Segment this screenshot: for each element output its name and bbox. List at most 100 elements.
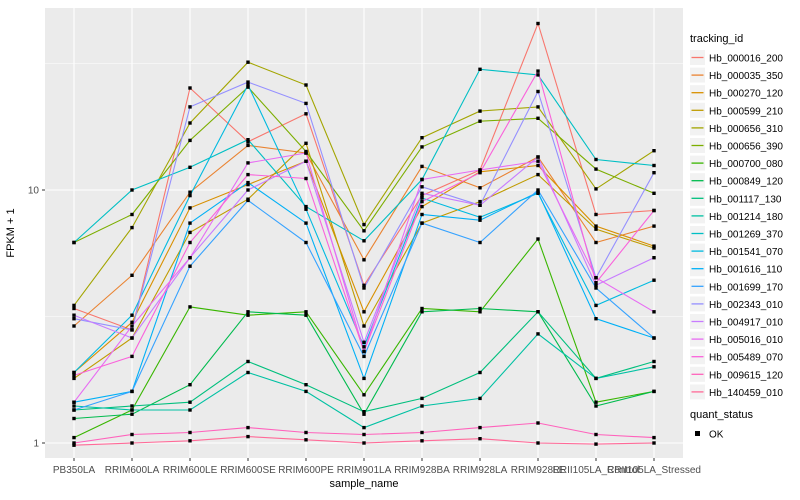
data-point: [594, 157, 598, 162]
data-point: [536, 332, 540, 336]
data-point: [420, 306, 424, 311]
data-point: [652, 244, 656, 248]
data-point: [130, 354, 134, 359]
data-point: [420, 199, 424, 204]
data-point: [420, 310, 424, 314]
data-point: [246, 182, 250, 187]
data-point: [188, 138, 192, 143]
data-point: [652, 208, 656, 213]
data-point: [72, 435, 76, 440]
data-point: [362, 310, 366, 314]
data-point: [478, 109, 482, 113]
data-point: [72, 408, 76, 412]
legend-label-Hb_005489_070: Hb_005489_070: [709, 353, 783, 364]
x-axis-title: sample_name: [329, 478, 398, 490]
data-point: [246, 140, 250, 144]
data-point: [130, 336, 134, 340]
y-tick-label: 1: [33, 439, 39, 450]
data-point: [478, 171, 482, 175]
data-point: [594, 317, 598, 321]
data-point: [72, 373, 76, 378]
data-point: [188, 305, 192, 309]
data-point: [246, 138, 250, 142]
data-point: [420, 204, 424, 209]
legend-label-Hb_001616_110: Hb_001616_110: [709, 265, 783, 276]
data-point: [594, 187, 598, 191]
x-tick-label-RRIM928LA: RRIM928LA: [453, 465, 508, 476]
data-point: [478, 306, 482, 311]
data-point: [362, 393, 366, 397]
data-point: [304, 430, 308, 435]
data-point: [188, 240, 192, 245]
legend-label-ok: OK: [709, 430, 724, 441]
data-point: [130, 389, 134, 394]
data-point: [536, 116, 540, 120]
data-point: [246, 85, 250, 89]
data-point: [652, 435, 656, 440]
legend-label-Hb_000035_350: Hb_000035_350: [709, 71, 783, 82]
data-point: [536, 159, 540, 163]
data-point: [478, 437, 482, 441]
data-point: [304, 313, 308, 317]
data-point: [72, 370, 76, 375]
x-tick-label-RRIM928BA: RRIM928BA: [394, 465, 450, 476]
data-point: [652, 278, 656, 282]
data-point: [188, 256, 192, 260]
data-point: [652, 224, 656, 228]
data-point: [188, 430, 192, 435]
data-point: [246, 143, 250, 148]
data-point: [362, 441, 366, 445]
data-point: [594, 167, 598, 171]
data-point: [130, 328, 134, 332]
data-point: [362, 286, 366, 290]
data-point: [420, 221, 424, 225]
legend-label-Hb_000599_210: Hb_000599_210: [709, 106, 783, 117]
data-point: [246, 188, 250, 192]
data-point: [246, 161, 250, 165]
data-point: [652, 256, 656, 260]
data-point: [652, 336, 656, 340]
data-point: [420, 439, 424, 443]
x-tick-label-RRII105LA_Control: RRII105LA_Control: [553, 465, 640, 476]
data-point: [536, 172, 540, 177]
data-point: [72, 317, 76, 321]
legend-label-Hb_001269_370: Hb_001269_370: [709, 230, 783, 241]
data-point: [420, 185, 424, 189]
data-point: [594, 281, 598, 285]
data-point: [536, 237, 540, 241]
data-point: [536, 105, 540, 109]
data-point: [420, 191, 424, 195]
data-point: [246, 313, 250, 317]
data-point: [362, 412, 366, 416]
data-point: [594, 303, 598, 308]
x-tick-label-RRIM928LE: RRIM928LE: [511, 465, 566, 476]
data-point: [594, 400, 598, 404]
data-point: [246, 83, 250, 87]
data-point: [420, 164, 424, 169]
data-point: [304, 240, 308, 245]
data-point: [594, 212, 598, 217]
data-point: [478, 310, 482, 314]
data-point: [362, 345, 366, 349]
data-point: [130, 412, 134, 416]
data-point: [652, 163, 656, 168]
data-point: [188, 165, 192, 169]
data-point: [536, 69, 540, 73]
data-point: [188, 439, 192, 443]
legend-label-Hb_001699_170: Hb_001699_170: [709, 282, 783, 293]
data-point: [652, 191, 656, 195]
data-point: [246, 434, 250, 439]
data-point: [130, 324, 134, 328]
data-point: [594, 376, 598, 381]
data-point: [362, 283, 366, 287]
data-point: [72, 416, 76, 421]
data-point: [362, 425, 366, 430]
data-point: [420, 136, 424, 140]
legend-label-Hb_140459_010: Hb_140459_010: [709, 388, 783, 399]
legend-label-Hb_000016_200: Hb_000016_200: [709, 54, 783, 65]
data-point: [594, 283, 598, 287]
legend-label-Hb_001214_180: Hb_001214_180: [709, 212, 783, 223]
data-point: [188, 264, 192, 268]
data-point: [246, 425, 250, 430]
